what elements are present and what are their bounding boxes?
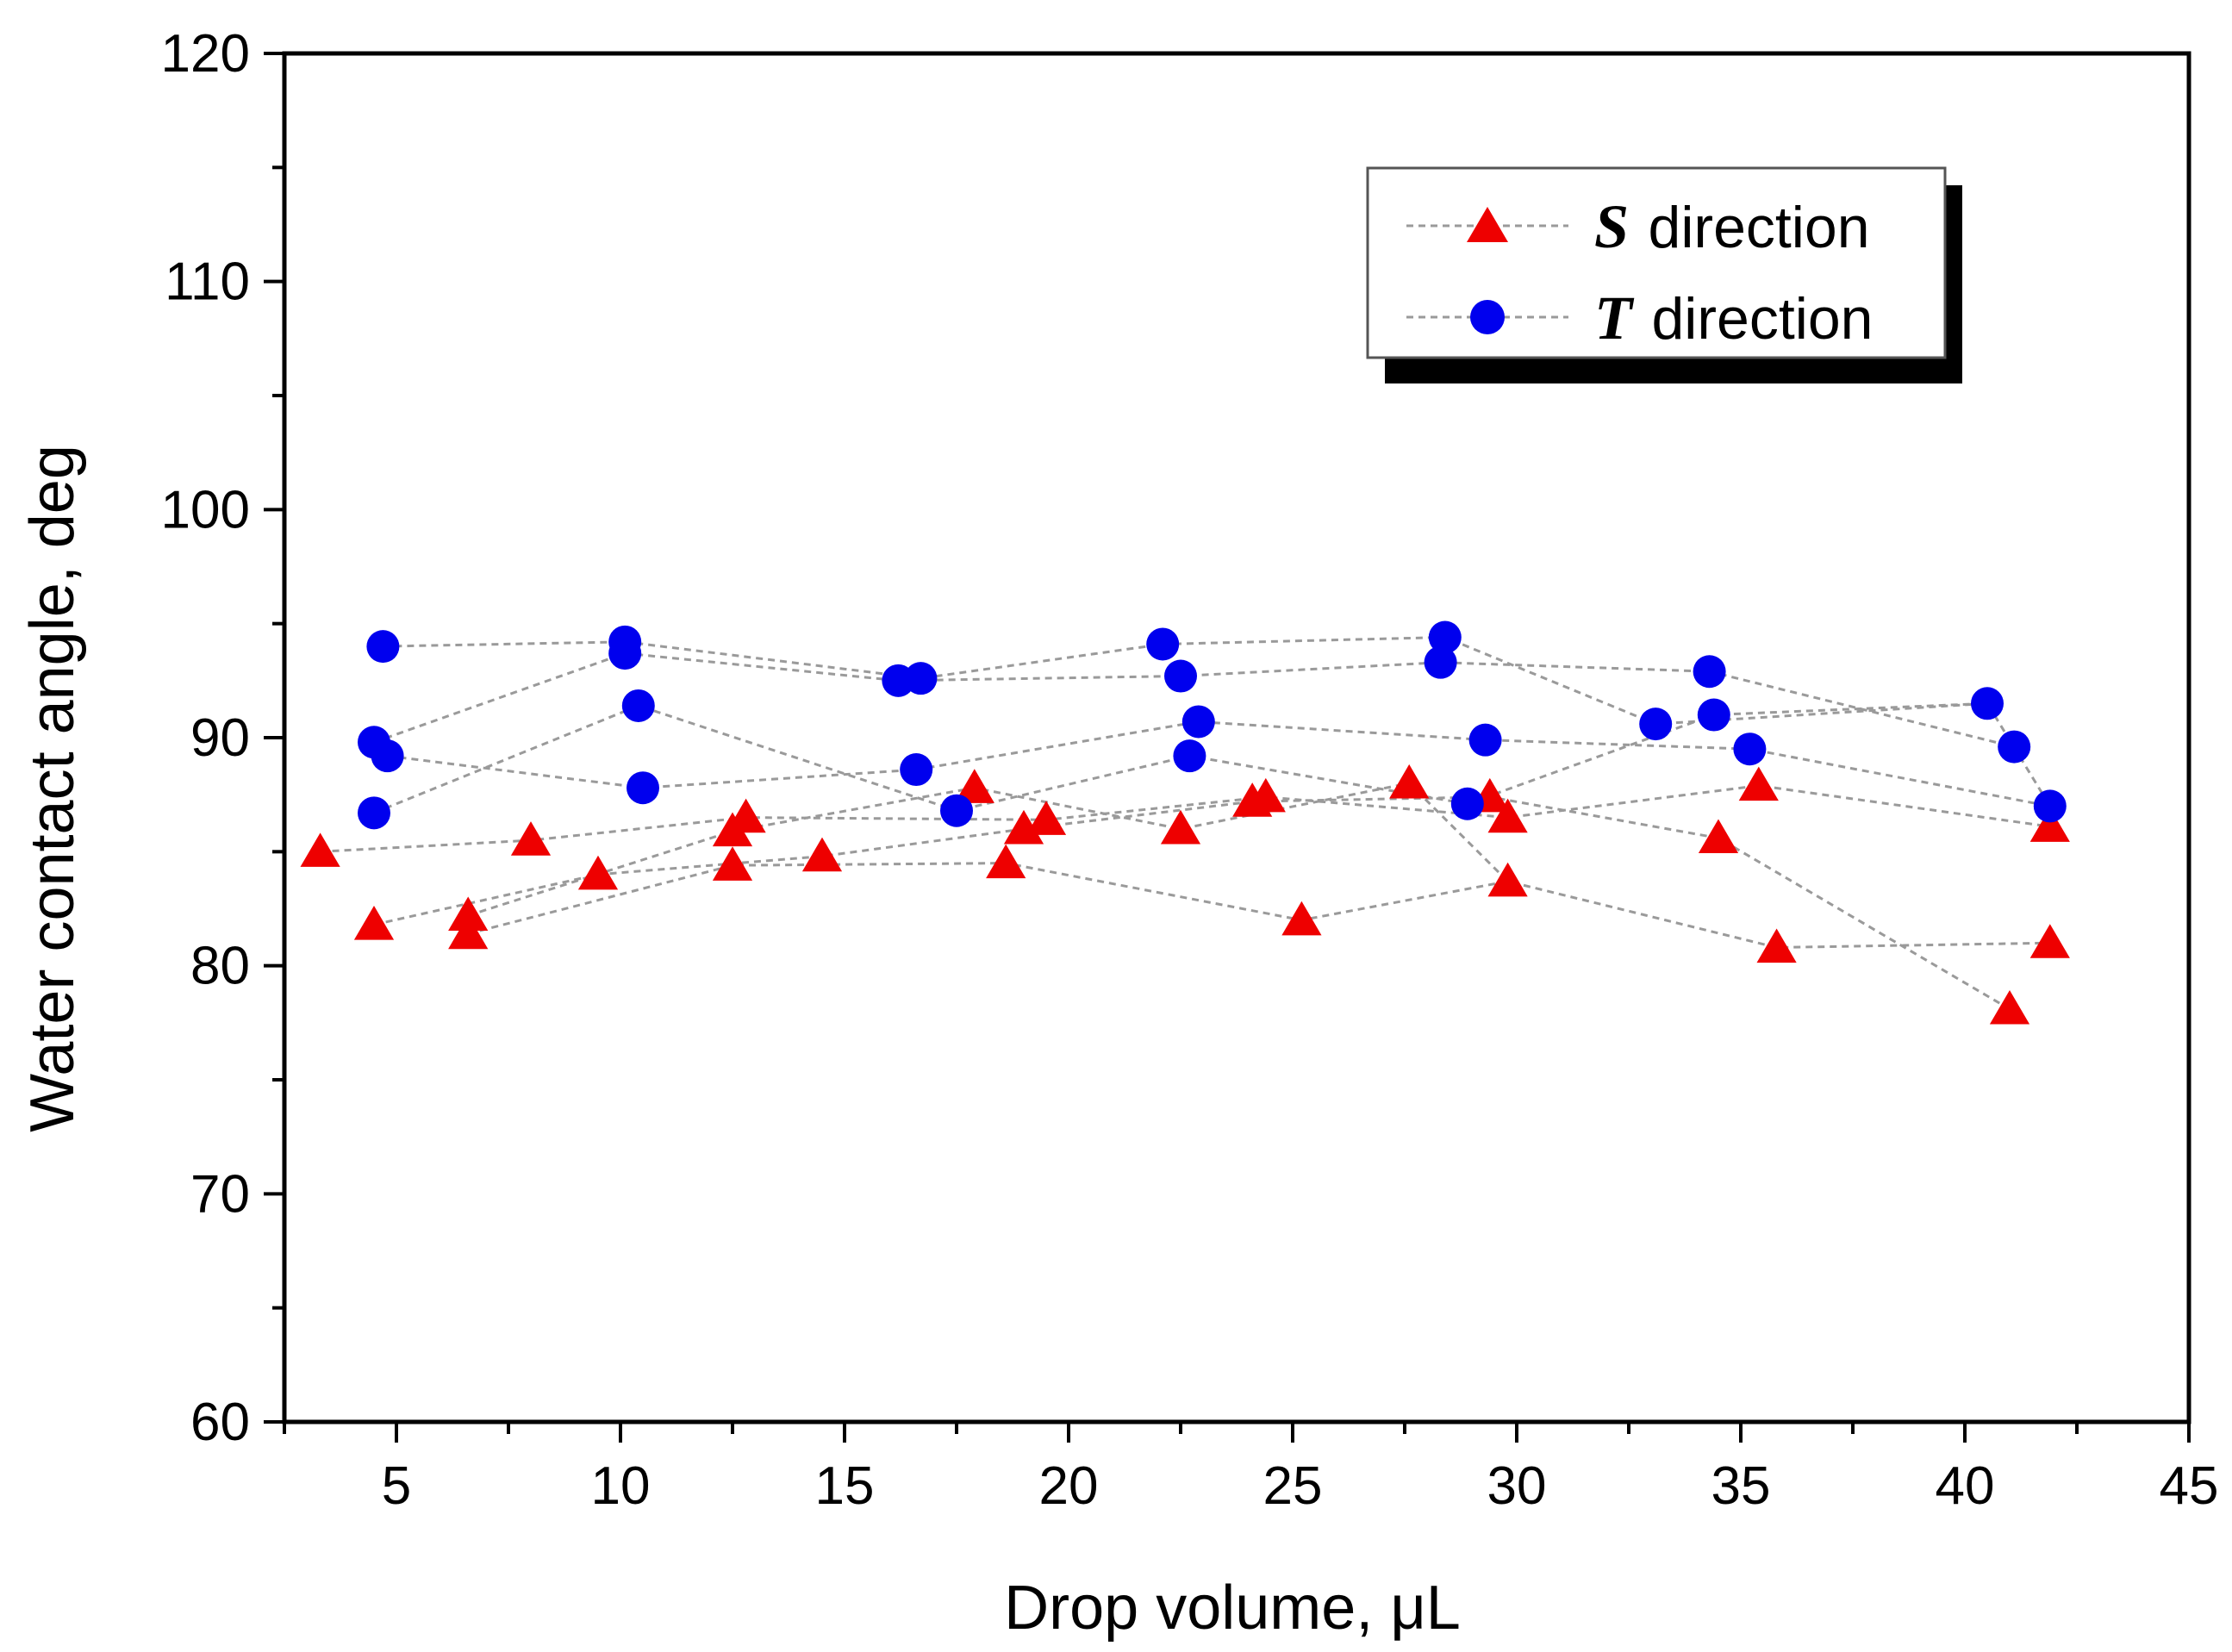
s-direction-marker — [986, 844, 1026, 879]
s-direction-marker — [2029, 807, 2070, 842]
t-direction-marker — [1733, 732, 1767, 766]
t-direction-marker — [1693, 655, 1726, 689]
s-direction-marker — [1738, 766, 1779, 801]
t-direction-marker — [1164, 659, 1197, 693]
t-direction-marker — [1998, 730, 2031, 764]
legend: S direction T direction — [1366, 166, 1962, 383]
t-direction-marker — [1697, 698, 1730, 732]
s-direction-marker — [300, 832, 340, 867]
legend-entry-t-direction: T direction — [1406, 284, 1873, 352]
y-axis-title: Water contact angle, deg — [18, 445, 87, 1132]
s-direction-marker — [1698, 819, 1739, 854]
t-direction-marker — [2033, 789, 2067, 823]
legend-symbol-t: T — [1594, 284, 1635, 352]
y-tick-label: 110 — [165, 252, 250, 312]
s-direction-marker — [712, 846, 753, 881]
legend-marker-triangle — [1467, 207, 1508, 242]
s-direction-marker — [1389, 764, 1430, 799]
y-tick-label: 70 — [190, 1164, 250, 1224]
series-connector-line — [373, 795, 2011, 1011]
s-direction-marker — [1756, 928, 1797, 963]
legend-text-s: direction — [1649, 195, 1870, 260]
y-tick-label: 90 — [190, 708, 250, 768]
s-direction-marker — [1160, 809, 1201, 845]
series-connector-line — [320, 784, 2051, 853]
legend-box — [1366, 166, 1947, 359]
x-axis-title: Drop volume, μL — [1004, 1574, 1461, 1643]
t-direction-marker — [1181, 705, 1215, 739]
s-direction-marker — [1487, 862, 1528, 897]
t-direction-marker — [1146, 627, 1180, 661]
legend-label-s: S direction — [1594, 192, 1870, 261]
s-direction-marker — [577, 855, 619, 890]
y-tick-label: 120 — [161, 24, 250, 84]
axis-ticks: 5 10 15 20 25 30 35 40 45 60 70 80 90 100 110 120 — [161, 24, 2219, 1516]
t-direction-marker — [904, 662, 938, 695]
legend-marker-circle — [1470, 300, 1505, 334]
s-direction-marker — [1487, 798, 1528, 833]
x-tick-label: 15 — [815, 1456, 875, 1516]
y-tick-label: 80 — [190, 937, 250, 996]
legend-entry-s-direction: S direction — [1406, 192, 1870, 261]
s-direction-marker — [726, 798, 766, 833]
y-tick-label: 60 — [190, 1393, 250, 1452]
t-direction-marker — [900, 753, 933, 787]
legend-text-t: direction — [1651, 286, 1873, 352]
s-direction-marker — [2029, 924, 2070, 958]
s-direction-marker — [448, 896, 489, 932]
s-direction-marker — [1245, 777, 1286, 813]
s-direction-marker — [1003, 809, 1044, 845]
s-direction-marker — [954, 769, 994, 803]
x-tick-label: 25 — [1263, 1456, 1323, 1516]
legend-label-t: T direction — [1594, 284, 1873, 352]
x-tick-label: 40 — [1936, 1456, 1995, 1516]
s-direction-marker — [1281, 901, 1322, 936]
x-tick-label: 10 — [591, 1456, 651, 1516]
s-direction-marker — [448, 914, 489, 950]
t-direction-marker — [1428, 620, 1462, 654]
x-tick-label: 5 — [382, 1456, 411, 1516]
t-direction-marker — [627, 771, 659, 805]
s-direction-marker — [353, 906, 395, 940]
s-direction-marker — [1989, 989, 2030, 1025]
data-markers — [300, 620, 2070, 1025]
x-tick-label: 30 — [1487, 1456, 1547, 1516]
t-direction-marker — [1971, 687, 2004, 720]
y-tick-label: 100 — [161, 480, 250, 539]
t-direction-marker — [358, 796, 390, 830]
s-direction-marker — [1026, 801, 1067, 835]
x-tick-label: 35 — [1711, 1456, 1771, 1516]
t-direction-marker — [1639, 708, 1673, 741]
series-connector-line — [467, 782, 2050, 950]
t-direction-marker — [1173, 739, 1206, 773]
t-direction-marker — [371, 739, 404, 773]
t-direction-marker — [1424, 645, 1457, 679]
x-tick-label: 20 — [1039, 1456, 1099, 1516]
t-direction-marker — [621, 689, 655, 722]
t-direction-marker — [940, 794, 973, 827]
t-direction-marker — [366, 630, 400, 664]
t-direction-marker — [608, 637, 642, 670]
s-direction-marker — [801, 837, 843, 872]
s-direction-marker — [510, 821, 552, 856]
legend-symbol-s: S — [1594, 192, 1629, 261]
x-tick-label: 45 — [2160, 1456, 2219, 1516]
t-direction-marker — [1450, 787, 1484, 820]
t-direction-marker — [1468, 723, 1502, 757]
